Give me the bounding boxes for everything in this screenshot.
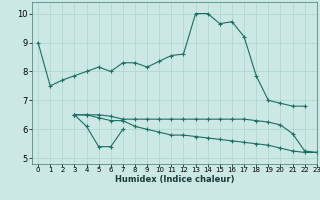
X-axis label: Humidex (Indice chaleur): Humidex (Indice chaleur) bbox=[115, 175, 234, 184]
